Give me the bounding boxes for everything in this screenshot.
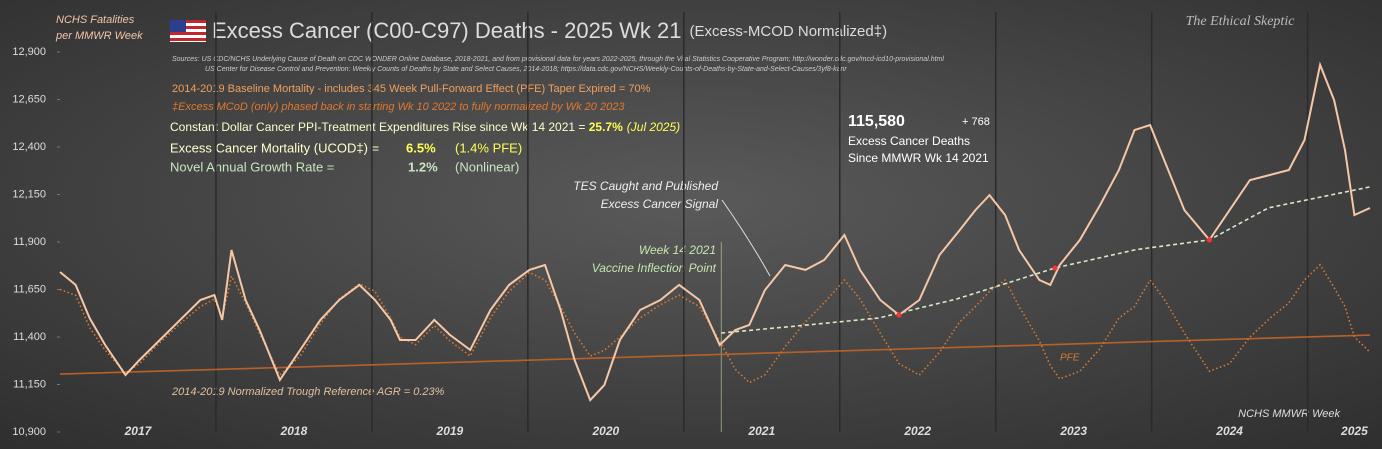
annotation-value: 25.7% — [589, 120, 623, 134]
excess-caption: Since MMWR Wk 14 2021 — [848, 151, 989, 165]
trough-note: 2014-2019 Normalized Trough Reference AG… — [171, 386, 445, 398]
annotation-text: Constant Dollar Cancer PPI-Treatment Exp… — [170, 120, 589, 134]
tes-pointer — [721, 199, 771, 277]
title: Excess Cancer (C00-C97) Deaths - 2025 Wk… — [212, 18, 682, 43]
y-tick-label: 12,150 — [12, 188, 46, 200]
x-axis-label: NCHS MMWR Week — [1238, 408, 1340, 420]
x-tick-label: 2023 — [1059, 424, 1087, 438]
chart-title: Excess Cancer (C00-C97) Deaths - 2025 Wk… — [212, 18, 887, 43]
y-tick-label: 11,900 — [13, 236, 46, 248]
annotation-value: 6.5% — [406, 140, 436, 155]
y-axis-label: per MMWR Week — [55, 30, 143, 42]
tes-note: Excess Cancer Signal — [601, 197, 719, 211]
inflection-note: Week 14 2021 — [639, 243, 716, 257]
inflection-note: Vaccine Inflection Point — [592, 261, 717, 275]
annotation: ‡Excess MCoD (only) phased back in start… — [172, 101, 625, 113]
tes-note: TES Caught and Published — [573, 179, 718, 193]
annotation-value: 1.2% — [408, 159, 438, 174]
annotation-note: (1.4% PFE) — [455, 140, 522, 155]
x-tick-label: 2019 — [436, 424, 464, 438]
series-label: PFE — [1060, 353, 1080, 364]
annotation-date: (Jul 2025) — [627, 120, 680, 134]
flag — [170, 20, 206, 42]
source: US Center for Disease Control and Preven… — [205, 66, 847, 73]
x-tick-label: 2024 — [1215, 424, 1243, 438]
highlight-point — [1052, 265, 1058, 271]
annotation: Constant Dollar Cancer PPI-Treatment Exp… — [170, 120, 680, 134]
annotation: Excess Cancer Mortality (UCOD‡) = — [170, 140, 379, 155]
y-tick-label: 11,150 — [13, 378, 46, 390]
y-tick-label: 11,650 — [13, 283, 46, 295]
y-axis-label: NCHS Fatalities — [56, 14, 135, 26]
x-tick-label: 2018 — [280, 424, 308, 438]
x-tick-label: 2017 — [124, 424, 153, 438]
watermark: The Ethical Skeptic — [1186, 14, 1296, 29]
annotation-note: (Nonlinear) — [455, 159, 519, 174]
series-line — [59, 61, 1371, 402]
highlight-point — [896, 312, 902, 318]
excess-delta: + 768 — [962, 116, 990, 128]
y-tick-label: 11,400 — [13, 331, 46, 343]
annotation: 2014-2019 Baseline Mortality - includes … — [172, 83, 651, 95]
y-tick-label: 12,400 — [12, 141, 46, 153]
series-line — [721, 186, 1371, 334]
y-tick-label: 12,900 — [12, 46, 46, 58]
excess-caption: Excess Cancer Deaths — [848, 134, 970, 148]
subtitle: (Excess-MCOD Normalized‡) — [690, 23, 888, 40]
x-tick-label: 2020 — [591, 424, 619, 438]
y-tick-label: 12,650 — [12, 93, 46, 105]
highlight-point — [1206, 237, 1212, 243]
annotation: Novel Annual Growth Rate = — [170, 159, 334, 174]
y-tick-label: 10,900 — [12, 426, 46, 438]
series-line — [59, 334, 1371, 375]
x-tick-label: 2025 — [1340, 424, 1368, 438]
x-tick-label: 2021 — [747, 424, 775, 438]
x-tick-label: 2022 — [903, 424, 931, 438]
excess-total: 115,580 — [848, 113, 905, 130]
source: Sources: US CDC/NCHS Underlying Cause of… — [172, 56, 944, 63]
